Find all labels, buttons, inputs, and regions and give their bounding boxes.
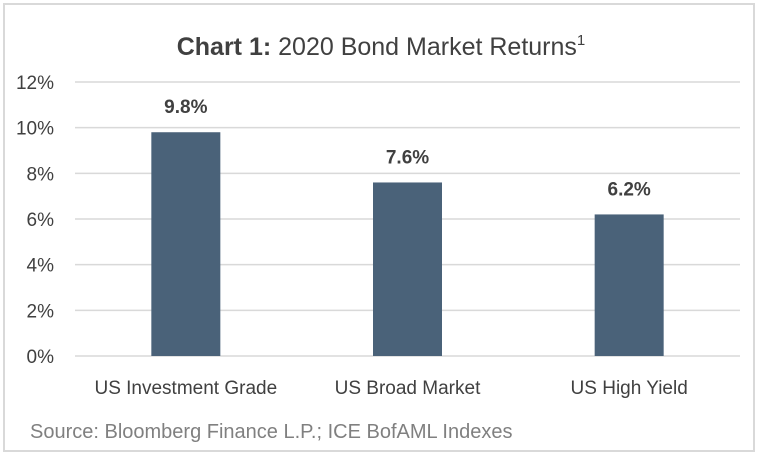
bar — [151, 132, 221, 356]
chart-title: Chart 1: 2020 Bond Market Returns1 — [177, 32, 586, 61]
y-tick-label: 6% — [27, 210, 55, 231]
data-label: 6.2% — [608, 179, 651, 200]
data-label: 9.8% — [164, 97, 207, 118]
data-label: 7.6% — [386, 147, 429, 168]
category-label: US High Yield — [571, 378, 688, 399]
category-label: US Broad Market — [335, 378, 481, 399]
y-tick-label: 2% — [27, 301, 55, 322]
y-tick-label: 12% — [16, 73, 54, 94]
y-tick-label: 4% — [27, 256, 55, 277]
chart-title-prefix: Chart 1: — [177, 33, 271, 61]
bar — [373, 182, 442, 356]
chart-title-footnote: 1 — [577, 32, 585, 49]
y-tick-label: 8% — [27, 164, 55, 185]
y-tick-label: 0% — [27, 347, 55, 368]
chart-title-main: 2020 Bond Market Returns — [271, 33, 577, 61]
bar — [594, 214, 664, 356]
category-label: US Investment Grade — [94, 378, 277, 399]
y-tick-label: 10% — [16, 119, 54, 140]
source-note: Source: Bloomberg Finance L.P.; ICE BofA… — [30, 421, 512, 443]
